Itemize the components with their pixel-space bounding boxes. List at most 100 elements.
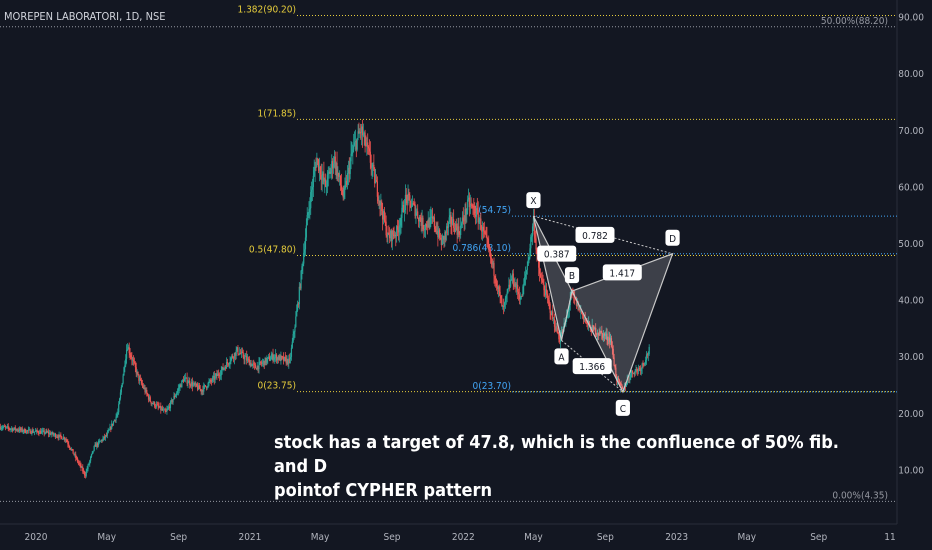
candle-body: [490, 257, 492, 259]
candle-body: [632, 373, 634, 374]
candle-body: [247, 358, 250, 360]
candle-body: [158, 406, 160, 408]
candle-body: [532, 217, 535, 227]
candle-body: [463, 220, 465, 222]
candle-body: [225, 367, 227, 369]
candle-body: [277, 357, 279, 360]
candle-body: [195, 383, 197, 385]
candle-body: [391, 230, 393, 242]
candle-body: [146, 389, 148, 394]
candle-body: [47, 431, 49, 433]
candle-body: [635, 369, 637, 371]
annotation-line-1: stock has a target of 47.8, which is the…: [274, 432, 839, 477]
candle-body: [258, 361, 260, 370]
candle-body: [323, 173, 325, 182]
candle-body: [10, 428, 12, 430]
candle-body: [180, 385, 182, 387]
candle-body: [190, 382, 193, 386]
time-tick-label: Sep: [170, 532, 187, 543]
candle-body: [598, 334, 600, 336]
candle-body: [148, 397, 150, 400]
candle-body: [261, 363, 263, 365]
candle-body: [399, 225, 401, 227]
candle-body: [99, 440, 101, 442]
candle-body: [354, 140, 357, 143]
candle-body: [163, 409, 165, 411]
candle-body: [307, 212, 309, 215]
candle-body: [15, 429, 17, 431]
time-tick-label: May: [737, 532, 756, 543]
candle-body: [107, 430, 109, 433]
candle-body: [528, 257, 530, 261]
candle-body: [429, 216, 431, 228]
candle-body: [188, 380, 190, 383]
candle-body: [50, 433, 52, 435]
candle-body: [69, 446, 71, 448]
candle-body: [531, 226, 534, 237]
candle-body: [275, 354, 278, 361]
candle-body: [273, 358, 275, 360]
candle-body: [12, 428, 15, 431]
candle-body: [199, 388, 201, 390]
candle-body: [48, 432, 51, 434]
candle-body: [318, 159, 320, 171]
candle-body: [172, 399, 174, 403]
candle-body: [251, 364, 253, 367]
candle-body: [516, 284, 518, 289]
price-tick-label: 40.00: [898, 296, 924, 307]
candle-body: [186, 377, 188, 384]
candle-body: [334, 156, 336, 169]
candle-body: [216, 373, 218, 377]
candle-body: [75, 454, 77, 459]
candle-body: [376, 181, 378, 197]
candle-body: [46, 430, 48, 433]
candle-body: [230, 358, 232, 362]
candle-body: [439, 229, 441, 238]
price-tick-label: 10.00: [898, 465, 924, 476]
candle-body: [455, 224, 457, 228]
candle-body: [122, 375, 124, 384]
candle-body: [595, 327, 597, 335]
candle-body: [311, 187, 314, 190]
candle-body: [478, 220, 480, 223]
candle-body: [289, 358, 291, 360]
candle-body: [285, 357, 287, 364]
pattern-ratio-xb: 0.387: [544, 250, 570, 261]
candle-body: [472, 205, 474, 207]
candle-body: [291, 341, 293, 348]
candle-body: [397, 229, 400, 233]
candle-body: [161, 408, 163, 411]
candle-body: [168, 406, 170, 409]
candle-body: [476, 208, 478, 211]
candle-body: [541, 278, 543, 281]
candle-body: [615, 367, 617, 377]
fib-level-label: 1.382(90.20): [237, 4, 296, 15]
price-tick-label: 20.00: [898, 409, 924, 420]
candle-body: [328, 171, 330, 173]
candle-body: [459, 233, 461, 236]
time-tick-label: 2023: [665, 532, 688, 543]
candle-body: [136, 371, 138, 374]
candle-body: [395, 235, 397, 237]
time-tick-label: 11: [884, 532, 895, 543]
candle-body: [203, 385, 205, 392]
candle-body: [425, 224, 428, 227]
candle-body: [560, 332, 563, 337]
candle-body: [142, 385, 144, 389]
candle-body: [471, 204, 473, 206]
candle-body: [212, 376, 215, 378]
candles-group: [0, 119, 650, 479]
candle-body: [301, 266, 303, 271]
candle-body: [614, 365, 616, 368]
candle-body: [42, 430, 44, 432]
candle-body: [154, 406, 157, 408]
candle-body: [167, 408, 169, 410]
candle-body: [228, 363, 230, 365]
candle-body: [207, 382, 209, 387]
candle-body: [585, 320, 587, 322]
candle-body: [269, 359, 271, 361]
candle-body: [602, 333, 604, 338]
candle-body: [452, 219, 454, 225]
candle-body: [382, 211, 384, 220]
